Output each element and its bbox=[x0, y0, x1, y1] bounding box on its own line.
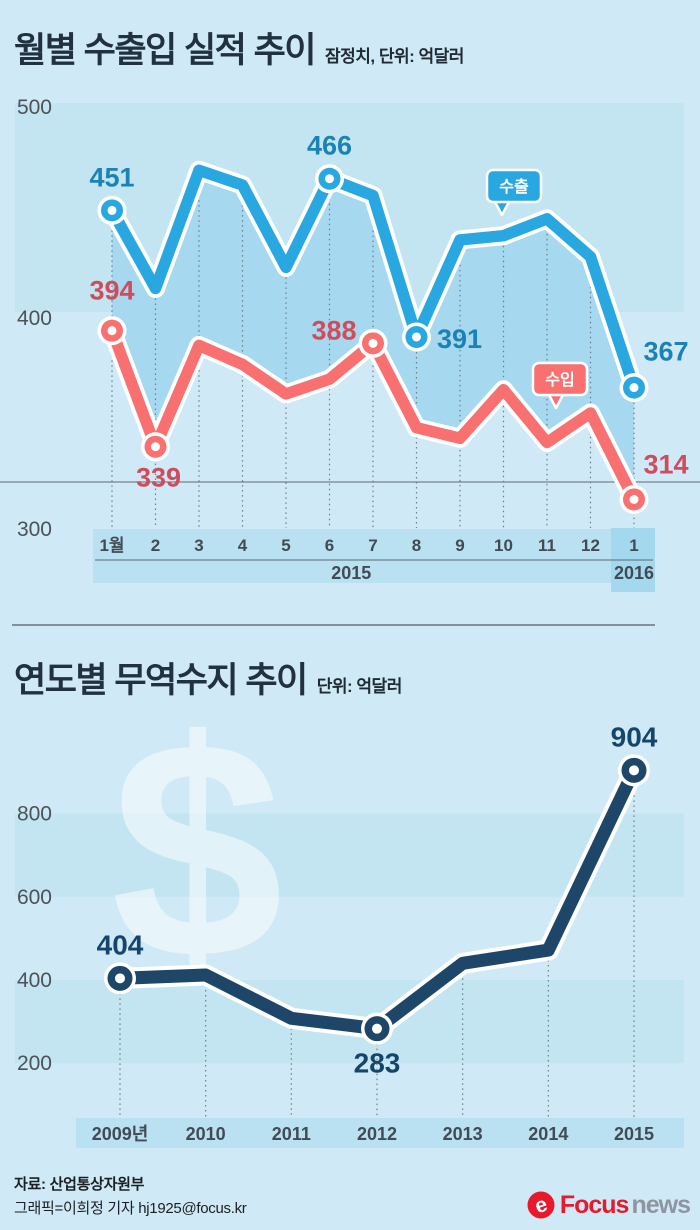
data-dot-hole bbox=[107, 205, 117, 215]
value-label: 283 bbox=[354, 1048, 401, 1079]
focus-news-logo: e Focus news bbox=[526, 1190, 691, 1220]
value-label: 466 bbox=[307, 131, 352, 161]
year-group-label: 2015 bbox=[331, 563, 371, 583]
year-group-label: 2016 bbox=[614, 563, 654, 583]
series-badge: 수입 bbox=[531, 361, 589, 410]
data-dot-hole bbox=[107, 326, 117, 336]
badge-label: 수입 bbox=[545, 371, 574, 389]
value-label: 904 bbox=[611, 721, 658, 752]
chart1-axis-band bbox=[93, 529, 655, 583]
focus-news-swirl-icon: e bbox=[527, 1191, 555, 1219]
year-label: 2015 bbox=[614, 1124, 654, 1144]
value-label: 404 bbox=[97, 929, 144, 960]
month-label: 9 bbox=[455, 536, 464, 555]
badge-label: 수출 bbox=[499, 178, 529, 196]
data-dot-hole bbox=[412, 332, 421, 342]
value-label: 391 bbox=[437, 324, 482, 354]
value-label: 394 bbox=[89, 276, 134, 306]
data-dot-hole bbox=[629, 383, 639, 393]
month-label: 4 bbox=[238, 536, 248, 555]
chart2-axis-band bbox=[76, 1118, 684, 1148]
section1-title: 월별 수출입 실적 추이 bbox=[14, 31, 316, 70]
logo-word-news: news bbox=[631, 1190, 691, 1219]
value-label: 367 bbox=[643, 337, 688, 367]
chart2-ytick-label: 600 bbox=[17, 886, 52, 909]
year-label: 2014 bbox=[528, 1124, 568, 1144]
month-label: 7 bbox=[368, 536, 377, 555]
data-dot-hole bbox=[151, 442, 160, 452]
month-label: 1월 bbox=[99, 536, 124, 555]
section1-subtitle: 잠정치, 단위: 억달러 bbox=[324, 47, 464, 66]
month-label: 11 bbox=[538, 536, 556, 555]
chart2-ytick-label: 400 bbox=[17, 969, 52, 992]
data-dot-hole bbox=[325, 174, 334, 184]
data-dot-hole bbox=[629, 765, 639, 776]
badge-box bbox=[531, 361, 589, 397]
value-label: 314 bbox=[643, 449, 688, 479]
data-dot-hole bbox=[629, 494, 639, 504]
month-label: 2 bbox=[151, 536, 160, 555]
year-label: 2012 bbox=[357, 1124, 397, 1144]
chart1-ytick-label: 500 bbox=[17, 96, 52, 119]
footer-source: 자료: 산업통상자원부 bbox=[14, 1176, 145, 1193]
value-label: 388 bbox=[311, 315, 356, 345]
footer-credit: 그래픽=이희정 기자 hj1925@focus.kr bbox=[14, 1200, 247, 1217]
data-dot-hole bbox=[368, 338, 378, 348]
data-dot-hole bbox=[115, 973, 125, 984]
year-label: 2013 bbox=[443, 1124, 483, 1144]
section2-header: 연도별 무역수지 추이 단위: 억달러 bbox=[14, 652, 402, 703]
value-label: 339 bbox=[136, 463, 181, 493]
series-badge: 수출 bbox=[485, 168, 543, 217]
year-label: 2010 bbox=[186, 1124, 226, 1144]
month-label: 10 bbox=[494, 536, 513, 555]
badge-box bbox=[485, 168, 543, 204]
month-label: 12 bbox=[581, 536, 600, 555]
year-label: 2011 bbox=[272, 1124, 311, 1144]
month-label: 1 bbox=[629, 536, 638, 555]
month-label: 8 bbox=[412, 536, 421, 555]
section2-title: 연도별 무역수지 추이 bbox=[14, 661, 308, 700]
chart2-ytick-label: 200 bbox=[17, 1052, 52, 1075]
value-label: 451 bbox=[89, 162, 134, 192]
month-label: 3 bbox=[194, 536, 203, 555]
chart1-ytick-label: 400 bbox=[17, 307, 52, 330]
export-line bbox=[106, 164, 640, 394]
month-label: 6 bbox=[325, 536, 334, 555]
year-label: 2009년 bbox=[92, 1124, 149, 1144]
logo-word-focus: Focus bbox=[559, 1190, 630, 1219]
chart2-ytick-label: 800 bbox=[17, 803, 52, 826]
month-label: 5 bbox=[281, 536, 290, 555]
section1-header: 월별 수출입 실적 추이 잠정치, 단위: 억달러 bbox=[14, 22, 464, 73]
chart1-ytick-label: 300 bbox=[17, 518, 52, 541]
data-dot-hole bbox=[372, 1023, 382, 1034]
section2-subtitle: 단위: 억달러 bbox=[316, 677, 403, 696]
